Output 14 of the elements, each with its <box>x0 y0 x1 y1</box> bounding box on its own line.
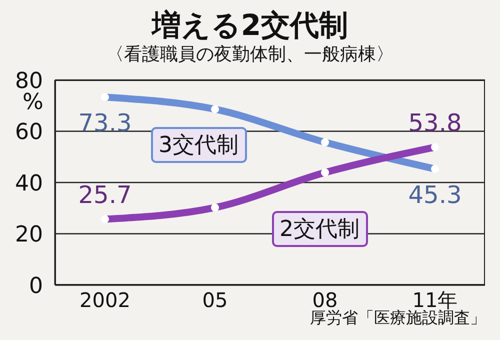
series-label: 3交代制 <box>150 127 246 164</box>
x-tick-label: 2002 <box>80 288 130 312</box>
x-tick-label: 05 <box>202 288 228 312</box>
series-label: 2交代制 <box>272 211 368 248</box>
y-tick-label: 20 <box>15 222 43 248</box>
data-label: 45.3 <box>408 180 462 209</box>
data-label: 73.3 <box>78 109 132 138</box>
data-label: 25.7 <box>78 181 132 210</box>
chart-title: 増える2交代制 <box>152 8 348 42</box>
y-tick-label: 0 <box>29 274 43 299</box>
y-tick-label: 60 <box>15 120 43 146</box>
y-tick-label: 40 <box>15 171 43 196</box>
chart-subtitle: 〈看護職員の夜勤体制、一般病棟〉 <box>105 43 395 66</box>
data-label: 53.8 <box>408 109 462 138</box>
